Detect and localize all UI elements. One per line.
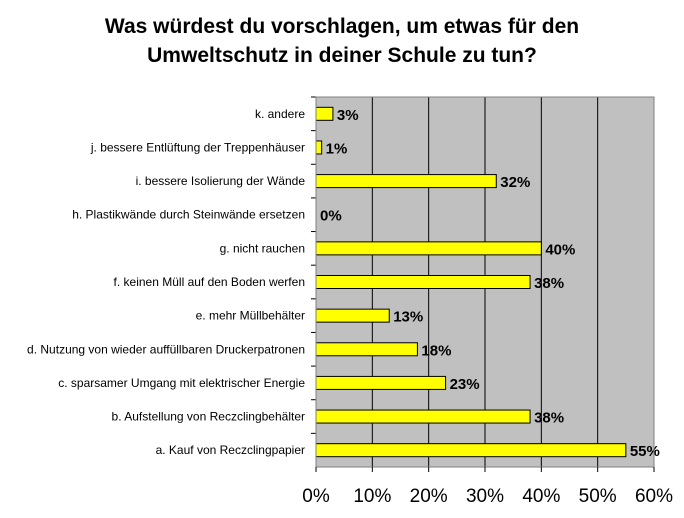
bar-3 [315,174,497,189]
value-label: 40% [545,241,575,258]
value-label: 55% [630,443,660,460]
bar-9 [315,375,447,390]
category-label: h. Plastikwände durch Steinwände ersetze… [72,208,305,222]
value-label: 23% [450,376,480,393]
category-label: k. andere [255,107,305,121]
bar-1 [315,106,334,121]
x-tick-label: 50% [579,486,617,507]
value-label: 32% [500,174,530,191]
value-label: 0% [320,208,342,225]
value-label: 13% [393,309,423,326]
value-label: 38% [534,275,564,292]
x-tick-label: 40% [522,486,560,507]
x-tick-label: 60% [635,486,673,507]
x-tick-labels: 0% 10% 20% 30% 40% 50% 60% [302,486,673,507]
category-label: e. mehr Müllbehälter [196,309,305,323]
chart-title-line-2: Umweltschutz in deiner Schule zu tun? [147,44,537,67]
bar-8 [315,342,418,357]
category-label: g. nicht rauchen [220,241,305,255]
x-tick-label: 30% [466,486,504,507]
category-label: j. bessere Entlüftung der Treppenhäuser [90,140,305,154]
value-label: 1% [326,140,348,157]
value-labels: 3% 1% 32% 0% 40% 38% 13% 18% 23% 38% 55% [320,107,660,460]
bar-5 [315,241,542,256]
bar-11 [315,443,627,458]
value-label: 18% [421,342,451,359]
category-label: i. bessere Isolierung der Wände [136,174,306,188]
category-label: c. sparsamer Umgang mit elektrischer Ene… [58,376,305,390]
bars [311,96,627,458]
category-labels: k. andere j. bessere Entlüftung der Trepp… [27,107,305,457]
bar-2 [315,140,323,155]
x-tick-label: 0% [302,486,330,507]
value-label: 3% [337,107,359,124]
category-label: b. Aufstellung von Reczclingbehälter [112,410,305,424]
axes [315,96,655,472]
x-tick-label: 20% [410,486,448,507]
x-tick-label: 10% [353,486,391,507]
bar-6 [315,275,531,289]
bar-7 [315,308,390,323]
category-label: f. keinen Müll auf den Boden werfen [114,275,305,289]
category-label: d. Nutzung von wieder auffüllbaren Druck… [27,342,305,356]
bar-10 [315,409,531,424]
value-label: 38% [534,410,564,427]
chart-title-line-1: Was würdest du vorschlagen, um etwas für… [104,15,580,38]
category-label: a. Kauf von Reczclingpapier [156,443,305,457]
chart-title: Was würdest du vorschlagen, um etwas für… [0,12,684,70]
